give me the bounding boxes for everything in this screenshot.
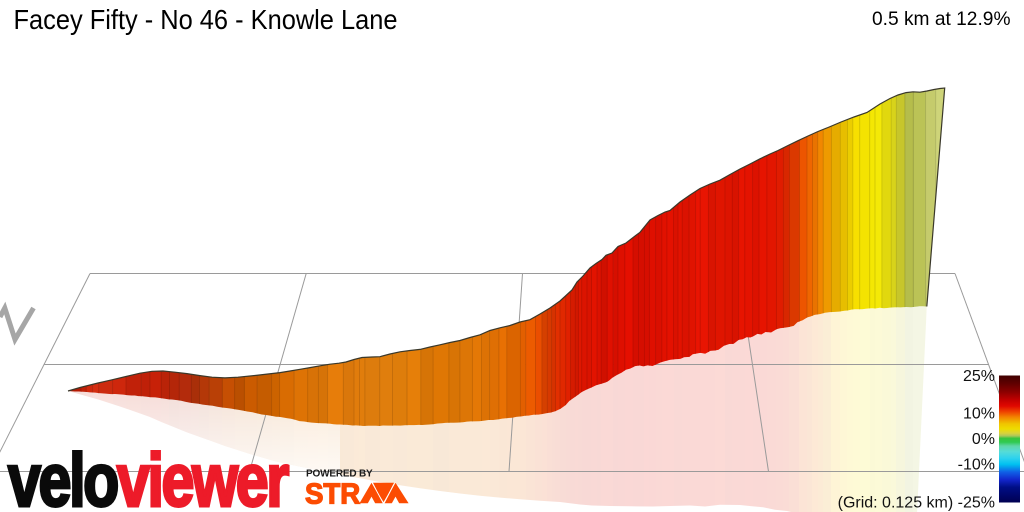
svg-text:POWERED BY: POWERED BY [306, 469, 374, 480]
svg-text:STR: STR [305, 478, 360, 509]
svg-text:25%: 25% [963, 368, 995, 385]
svg-text:veloviewer: veloviewer [8, 439, 289, 512]
svg-text:10%: 10% [963, 406, 995, 423]
svg-text:-10%: -10% [958, 456, 995, 473]
svg-text:Facey Fifty - No 46 - Knowle L: Facey Fifty - No 46 - Knowle Lane [14, 4, 398, 35]
svg-text:(Grid: 0.125 km) -25%: (Grid: 0.125 km) -25% [838, 495, 995, 512]
svg-text:0.5 km at 12.9%: 0.5 km at 12.9% [872, 8, 1011, 30]
svg-text:0%: 0% [972, 431, 995, 448]
